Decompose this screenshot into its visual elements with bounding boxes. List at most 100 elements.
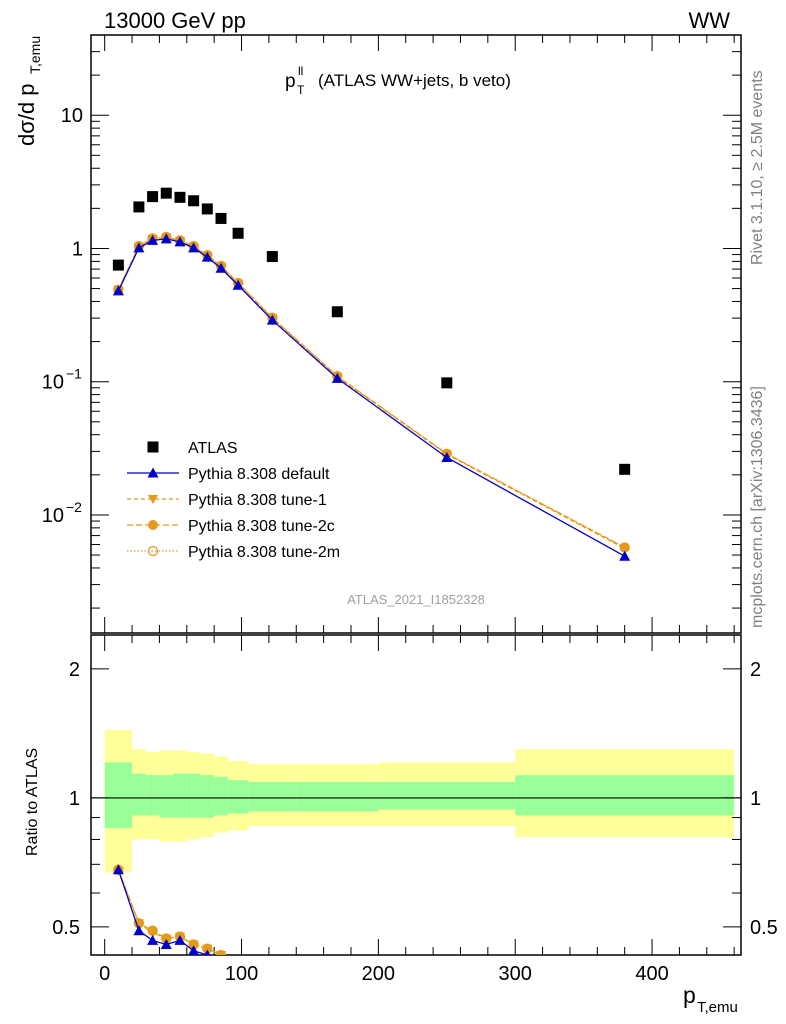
ratio-plot-frame xyxy=(90,634,742,956)
data-point-atlas xyxy=(215,212,227,224)
legend-marker xyxy=(147,441,159,453)
legend-marker xyxy=(147,545,159,557)
band-inner-bin xyxy=(214,776,228,816)
ratio-point-tune2c xyxy=(188,939,199,950)
data-point-atlas xyxy=(147,191,159,203)
data-point-default xyxy=(174,236,186,247)
ratio-point-tune2c xyxy=(161,933,172,944)
legend-marker xyxy=(148,520,158,530)
ratio-point-default xyxy=(267,993,278,1003)
data-point-atlas xyxy=(174,191,186,203)
ratio-point-default xyxy=(112,864,124,875)
ratio-point-tune2m xyxy=(268,989,277,998)
plot-title-sub: T xyxy=(297,83,305,97)
legend-item-default: Pythia 8.308 default xyxy=(127,466,330,483)
band-inner-bin xyxy=(132,773,146,816)
ratio-y-label: Ratio to ATLAS xyxy=(24,748,41,856)
ratio-point-default xyxy=(174,934,186,945)
legend-item-tune2c: Pythia 8.308 tune-2c xyxy=(127,518,335,535)
ratio-point-default xyxy=(133,925,145,936)
legend-marker xyxy=(148,495,158,504)
y-tick-label: 1 xyxy=(72,238,83,260)
data-point-default xyxy=(112,285,124,296)
legend-item-tune1: Pythia 8.308 tune-1 xyxy=(127,492,327,509)
plot-title-sup: ll xyxy=(298,64,303,78)
band-inner-bin xyxy=(200,775,215,818)
data-point-default xyxy=(188,242,200,253)
data-point-atlas xyxy=(201,203,213,215)
data-point-atlas xyxy=(441,377,453,389)
y-tick-label: 10 xyxy=(42,372,64,394)
legend-label: Pythia 8.308 tune-1 xyxy=(188,492,327,509)
ratio-y-tick-label-left: 2 xyxy=(69,659,80,681)
rivet-version-label: Rivet 3.1.10, ≥ 2.5M events xyxy=(749,70,766,265)
band-inner-bin xyxy=(515,775,735,816)
main-series xyxy=(112,187,631,561)
x-tick-label: 0 xyxy=(99,963,110,985)
ratio-y-tick-label-right: 2 xyxy=(750,659,761,681)
data-point-atlas xyxy=(160,187,172,199)
band-inner-bin xyxy=(159,775,174,818)
ratio-line-tune2c xyxy=(117,869,223,955)
ratio-point-default xyxy=(160,938,172,949)
ratio-bands xyxy=(91,730,741,873)
band-inner-bin xyxy=(227,780,249,814)
mcplots-label: mcplots.cern.ch [arXiv:1306.3436] xyxy=(749,386,766,628)
plot-title: p xyxy=(285,71,296,92)
data-point-default xyxy=(232,279,244,290)
data-point-default xyxy=(133,242,145,253)
x-axis-label-sub: T,emu xyxy=(697,999,738,1016)
ratio-point-tune2c xyxy=(147,925,158,936)
plot-title-rest: (ATLAS WW+jets, b veto) xyxy=(318,71,511,90)
data-point-default xyxy=(215,262,227,273)
band-inner-bin xyxy=(173,773,187,818)
legend-marker xyxy=(147,467,159,478)
legend-label: Pythia 8.308 tune-2c xyxy=(188,518,335,535)
legend-item-tune2m: Pythia 8.308 tune-2m xyxy=(127,544,340,561)
x-axis-label: p xyxy=(683,982,696,1008)
ratio-y-tick-label-right: 0.5 xyxy=(750,917,778,939)
legend-label: Pythia 8.308 tune-2m xyxy=(188,544,340,561)
band-inner-bin xyxy=(248,781,297,812)
x-tick-label: 400 xyxy=(635,963,668,985)
x-tick-label: 100 xyxy=(225,963,258,985)
data-point-atlas xyxy=(133,201,145,213)
x-tick-label: 200 xyxy=(362,963,395,985)
y-tick-label: 10 xyxy=(42,505,64,527)
ratio-series xyxy=(112,864,278,1003)
ratio-point-default xyxy=(188,945,200,955)
x-tick-label: 300 xyxy=(499,963,532,985)
ratio-line-tune1 xyxy=(117,870,223,955)
ratio-point-tune2c xyxy=(267,988,277,998)
data-point-default xyxy=(147,234,159,245)
y-axis-label-sub: T,emu xyxy=(27,36,43,74)
header-left: 13000 GeV pp xyxy=(104,8,246,33)
data-point-atlas xyxy=(331,306,343,318)
data-point-default xyxy=(441,451,453,462)
ratio-point-tune2c xyxy=(133,918,144,929)
ratio-point-default xyxy=(204,949,211,955)
ratio-line-default xyxy=(117,869,209,955)
data-point-atlas xyxy=(112,259,124,271)
band-inner-bin xyxy=(145,775,160,816)
legend: ATLAS Pythia 8.308 default Pythia 8.308 tu… xyxy=(127,440,340,561)
band-inner-bin xyxy=(186,773,201,818)
data-point-default xyxy=(266,314,278,325)
data-point-default xyxy=(619,550,631,561)
data-point-default xyxy=(201,251,213,262)
band-inner-bin xyxy=(296,781,379,812)
ratio-point-tune2c xyxy=(202,943,213,954)
data-point-default xyxy=(160,233,172,244)
ratio-y-tick-label-right: 1 xyxy=(750,788,761,810)
legend-label: ATLAS xyxy=(188,440,238,457)
ratio-y-tick-label-left: 0.5 xyxy=(52,917,80,939)
band-inner-bin xyxy=(378,781,516,810)
header-right: WW xyxy=(688,8,730,33)
y-tick-label-exponent: −2 xyxy=(66,499,82,515)
ratio-point-tune2c xyxy=(216,950,226,955)
legend-label: Pythia 8.308 default xyxy=(188,466,330,483)
data-point-tune2c xyxy=(619,542,630,553)
main-plot-frame xyxy=(90,34,742,634)
